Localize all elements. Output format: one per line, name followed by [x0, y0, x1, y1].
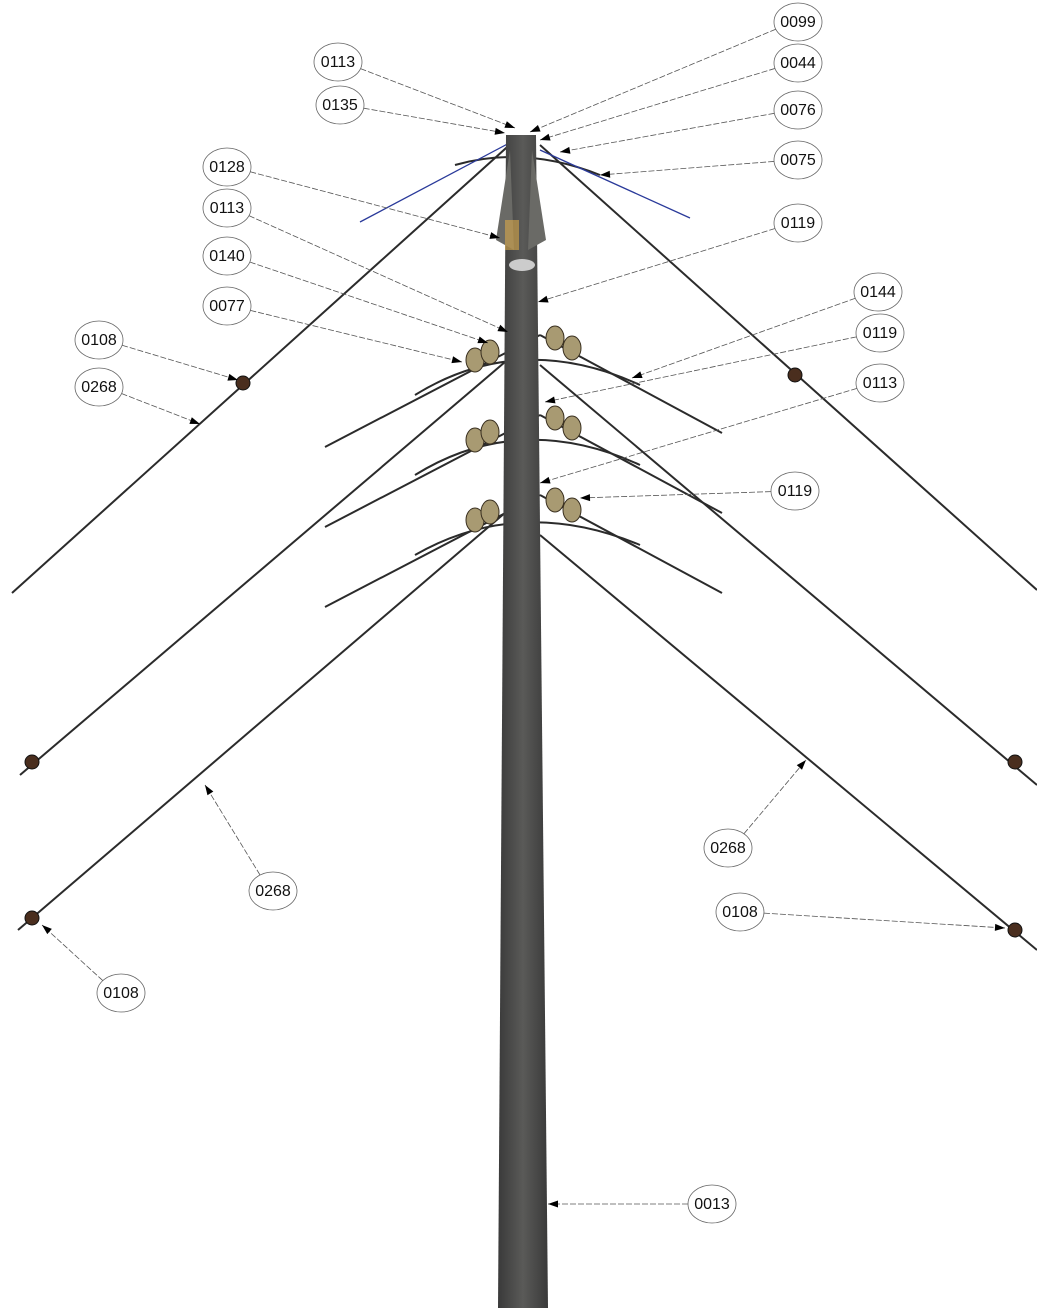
- callout-label: 0119: [778, 483, 813, 500]
- arrowhead: [477, 337, 488, 344]
- arrowhead: [227, 374, 238, 381]
- callout: 0077: [203, 287, 462, 363]
- callout-label: 0075: [780, 152, 816, 169]
- callout-label: 0113: [863, 375, 898, 392]
- callout: 0140: [203, 237, 488, 343]
- leader-line: [249, 216, 508, 332]
- callout: 0268: [704, 760, 806, 867]
- leader-line: [205, 785, 260, 875]
- callout: 0119: [580, 472, 819, 510]
- callout: 0113: [540, 364, 904, 484]
- leader-line: [122, 345, 238, 380]
- leader-line: [530, 29, 776, 132]
- callout: 0268: [75, 368, 200, 424]
- leader-line: [744, 760, 806, 834]
- arrowhead: [548, 1201, 558, 1208]
- arrowhead: [600, 171, 610, 178]
- arrowhead: [504, 121, 515, 128]
- leader-line: [540, 68, 775, 140]
- leader-line: [545, 337, 856, 402]
- callout: 0108: [42, 925, 145, 1012]
- callout: 0076: [560, 91, 822, 154]
- callout-label: 0113: [321, 54, 356, 71]
- callout-label: 0113: [210, 200, 245, 217]
- callout-label: 0144: [860, 284, 896, 301]
- arrowhead: [560, 147, 570, 154]
- callout-label: 0268: [710, 840, 746, 857]
- callout-label: 0268: [81, 379, 117, 396]
- arrowhead: [540, 477, 551, 484]
- callout-label: 0268: [255, 883, 291, 900]
- callout: 0135: [316, 86, 505, 135]
- arrowhead: [530, 125, 541, 132]
- arrowhead: [451, 356, 462, 363]
- leader-line: [540, 388, 857, 483]
- callout: 0013: [548, 1185, 736, 1223]
- callout: 0268: [205, 785, 297, 910]
- arrowhead: [797, 760, 806, 770]
- leader-line: [538, 229, 775, 302]
- pole: [496, 135, 548, 1308]
- callout: 0119: [538, 204, 822, 302]
- callout-label: 0108: [722, 904, 758, 921]
- leader-line: [250, 310, 462, 362]
- callout-label: 0108: [103, 985, 139, 1002]
- leader-line: [560, 113, 774, 152]
- callout-label: 0013: [694, 1196, 730, 1213]
- callout-label: 0135: [322, 97, 358, 114]
- arrowhead: [580, 494, 590, 501]
- arrowhead: [632, 371, 643, 378]
- callout-label: 0077: [209, 298, 245, 315]
- leader-line: [360, 69, 515, 128]
- arrowhead: [205, 785, 213, 795]
- arrowhead: [545, 397, 556, 404]
- callout: 0075: [600, 141, 822, 179]
- callout: 0119: [545, 314, 904, 403]
- arrowhead: [42, 925, 52, 934]
- leader-line: [250, 172, 500, 238]
- leader-line: [250, 262, 488, 343]
- callout-label: 0108: [81, 332, 117, 349]
- callout: 0108: [716, 893, 1005, 931]
- callout-label: 0099: [780, 14, 816, 31]
- arrowhead: [540, 134, 551, 141]
- leader-line: [580, 492, 771, 498]
- leader-line: [600, 161, 774, 175]
- leader-line: [122, 394, 200, 424]
- leader-line: [632, 298, 855, 378]
- callout-label: 0140: [209, 248, 245, 265]
- arrowhead: [995, 924, 1005, 931]
- callout: 0044: [540, 44, 822, 140]
- arrowhead: [495, 128, 505, 135]
- callout-label: 0076: [780, 102, 816, 119]
- arrowhead: [538, 296, 549, 303]
- arrowhead: [189, 417, 200, 424]
- callout-label: 0128: [209, 159, 245, 176]
- pole-diagram: 0099 0113 0044 0135 0076 0075 0128 0113 0119 0140…: [0, 0, 1037, 1308]
- leader-line: [764, 913, 1005, 928]
- callout-label: 0044: [780, 55, 816, 72]
- leader-line: [42, 925, 103, 981]
- callout-label: 0119: [863, 325, 898, 342]
- callout-label: 0119: [781, 215, 816, 232]
- leader-line: [364, 108, 505, 133]
